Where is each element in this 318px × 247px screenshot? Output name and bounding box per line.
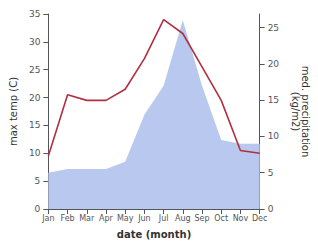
svg-text:Aug: Aug: [175, 214, 191, 223]
svg-text:Apr: Apr: [99, 214, 114, 223]
svg-text:0: 0: [35, 204, 41, 214]
svg-text:Jun: Jun: [137, 214, 151, 223]
svg-text:35: 35: [29, 9, 40, 19]
svg-text:date (month): date (month): [117, 229, 191, 240]
svg-text:Nov: Nov: [233, 214, 249, 223]
svg-text:30: 30: [29, 37, 41, 47]
svg-text:Mar: Mar: [79, 214, 95, 223]
svg-text:Feb: Feb: [60, 214, 74, 223]
svg-text:Dec: Dec: [252, 214, 267, 223]
svg-text:May: May: [117, 214, 134, 223]
svg-text:Oct: Oct: [214, 214, 228, 223]
svg-text:20: 20: [268, 59, 280, 69]
svg-text:Jul: Jul: [158, 214, 169, 223]
svg-text:15: 15: [268, 95, 279, 105]
svg-text:5: 5: [268, 168, 274, 178]
svg-text:med. precipitation: med. precipitation: [299, 65, 311, 158]
svg-text:25: 25: [29, 65, 40, 75]
svg-text:10: 10: [268, 131, 280, 141]
svg-text:Jan: Jan: [41, 214, 54, 223]
svg-text:max temp (C): max temp (C): [8, 77, 19, 146]
svg-text:(kg/m2): (kg/m2): [290, 92, 301, 132]
svg-text:25: 25: [268, 23, 279, 33]
svg-text:5: 5: [35, 176, 41, 186]
svg-text:15: 15: [29, 120, 40, 130]
svg-text:0: 0: [268, 204, 274, 214]
svg-text:Sep: Sep: [194, 214, 209, 223]
svg-text:20: 20: [29, 93, 41, 103]
svg-text:10: 10: [29, 148, 41, 158]
